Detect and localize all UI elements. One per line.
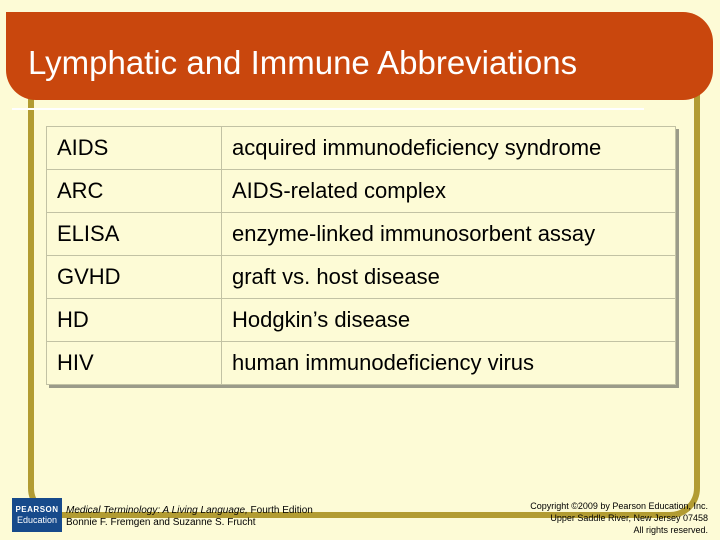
abbreviation-cell: ARC xyxy=(46,169,222,213)
copyright-notice: Copyright ©2009 by Pearson Education, In… xyxy=(530,500,708,536)
abbreviation-cell: ELISA xyxy=(46,212,222,256)
title-banner: Lymphatic and Immune Abbreviations xyxy=(6,12,713,110)
abbreviation-cell: GVHD xyxy=(46,255,222,299)
book-citation: Medical Terminology: A Living Language, … xyxy=(66,505,313,529)
meaning-cell: human immunodeficiency virus xyxy=(221,341,676,385)
meaning-cell: graft vs. host disease xyxy=(221,255,676,299)
logo-line-2: Education xyxy=(16,515,58,525)
abbreviation-cell: HD xyxy=(46,298,222,342)
table-row: ARC AIDS-related complex xyxy=(46,169,676,213)
table-row: GVHD graft vs. host disease xyxy=(46,255,676,299)
abbreviation-table: AIDS acquired immunodeficiency syndrome … xyxy=(46,126,676,385)
book-title: Medical Terminology: A Living Language, xyxy=(66,505,248,516)
meaning-cell: enzyme-linked immunosorbent assay xyxy=(221,212,676,256)
logo-line-1: PEARSON xyxy=(15,505,59,514)
book-authors: Bonnie F. Fremgen and Suzanne S. Frucht xyxy=(66,517,256,528)
copyright-line-2: Upper Saddle River, New Jersey 07458 xyxy=(550,513,708,523)
copyright-line-3: All rights reserved. xyxy=(633,525,708,535)
abbreviation-cell: AIDS xyxy=(46,126,222,170)
table-row: HIV human immunodeficiency virus xyxy=(46,341,676,385)
copyright-line-1: Copyright ©2009 by Pearson Education, In… xyxy=(530,501,708,511)
slide-title: Lymphatic and Immune Abbreviations xyxy=(28,44,578,81)
abbreviation-cell: HIV xyxy=(46,341,222,385)
table-row: ELISA enzyme-linked immunosorbent assay xyxy=(46,212,676,256)
book-edition: Fourth Edition xyxy=(247,505,313,516)
title-underline xyxy=(12,108,644,110)
table-row: AIDS acquired immunodeficiency syndrome xyxy=(46,126,676,170)
table-row: HD Hodgkin’s disease xyxy=(46,298,676,342)
meaning-cell: acquired immunodeficiency syndrome xyxy=(221,126,676,170)
meaning-cell: AIDS-related complex xyxy=(221,169,676,213)
pearson-logo: PEARSON Education xyxy=(12,498,62,532)
meaning-cell: Hodgkin’s disease xyxy=(221,298,676,342)
